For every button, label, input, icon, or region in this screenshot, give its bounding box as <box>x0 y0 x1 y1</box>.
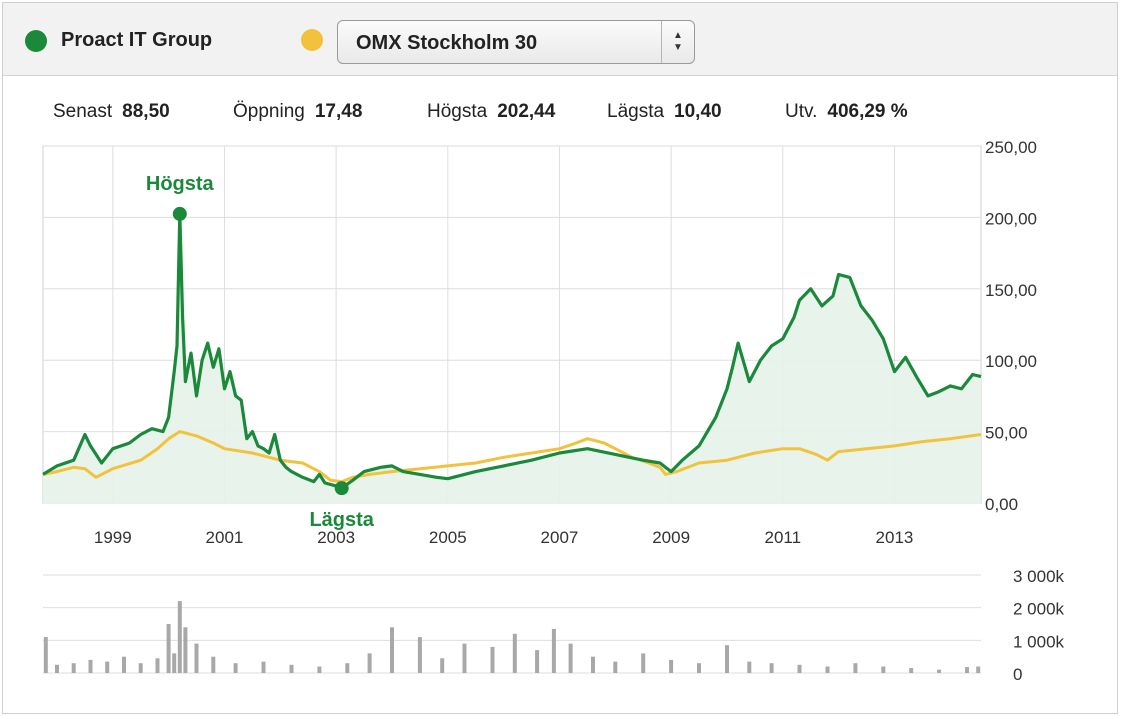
volume-bar <box>317 666 322 673</box>
x-tick-label: 2003 <box>317 528 355 547</box>
volume-bar <box>535 650 540 673</box>
volume-bar <box>641 653 646 673</box>
y-tick-label: 50,00 <box>985 424 1028 443</box>
volume-bar <box>177 601 182 673</box>
series-line-main <box>42 212 982 490</box>
stat-value: 10,40 <box>674 101 722 122</box>
volume-y-tick-label: 2 000k <box>1013 600 1065 619</box>
volume-bar <box>697 663 701 673</box>
volume-bar <box>512 633 517 673</box>
stat-value: 88,50 <box>122 101 170 122</box>
y-tick-label: 200,00 <box>985 209 1037 228</box>
volume-y-tick-label: 1 000k <box>1013 632 1065 651</box>
stat-lagsta: Lägsta 10,40 <box>607 101 722 123</box>
y-tick-label: 150,00 <box>985 281 1037 300</box>
series-line-compare <box>42 430 982 484</box>
y-tick-label: 0,00 <box>985 495 1018 514</box>
volume-bar <box>166 624 171 673</box>
volume-bar <box>937 669 942 673</box>
stat-label: Lägsta <box>607 101 665 122</box>
volume-bar <box>909 668 914 673</box>
price-chart: 0,00 50,00 100,00 150,00 200,00 250,00 1999 200… <box>42 138 1065 684</box>
annotation-marker <box>334 481 349 496</box>
annotation-marker <box>172 206 187 221</box>
volume-bar <box>233 663 238 673</box>
x-tick-label: 2007 <box>541 528 579 547</box>
stat-label: Öppning <box>233 101 305 122</box>
up-down-arrows-icon: ▲ ▼ <box>673 30 683 53</box>
x-tick-label: 2011 <box>765 528 802 547</box>
legend-compare-series <box>301 29 323 51</box>
stat-hogsta: Högsta 202,44 <box>427 101 555 123</box>
volume-bar <box>490 646 495 673</box>
volume-bar <box>105 661 110 673</box>
green-dot-icon <box>25 29 47 52</box>
stat-utveckling: Utv. 406,29 % <box>785 101 908 123</box>
volume-bar <box>965 667 969 673</box>
volume-y-tick-label: 0 <box>1013 665 1022 684</box>
stat-label: Senast <box>53 101 113 122</box>
volume-bar <box>591 656 595 673</box>
series-area-fill <box>43 213 981 503</box>
y-tick-label: 250,00 <box>985 138 1037 157</box>
volume-bar <box>669 659 674 673</box>
stat-label: Högsta <box>427 101 488 122</box>
stat-value: 202,44 <box>497 101 556 122</box>
stat-value: 17,48 <box>314 101 363 122</box>
x-tick-label: 2005 <box>429 528 467 547</box>
x-tick-label: 2001 <box>206 528 244 547</box>
x-tick-label: 2013 <box>876 528 914 547</box>
volume-bar <box>122 656 126 673</box>
volume-bar <box>138 663 143 673</box>
volume-bar <box>88 659 93 673</box>
volume-bar <box>417 637 422 673</box>
volume-bar <box>390 627 394 673</box>
volume-bar <box>261 661 266 673</box>
volume-bar <box>747 661 752 673</box>
compare-index-value: OMX Stockholm 30 <box>356 32 538 54</box>
compare-index-select[interactable]: OMX Stockholm 30 ▲ ▼ <box>337 20 695 64</box>
volume-y-tick-label: 3 000k <box>1013 567 1065 586</box>
y-tick-label: 100,00 <box>985 352 1037 371</box>
volume-bar <box>568 643 573 673</box>
volume-bar <box>43 637 48 673</box>
volume-bar <box>976 666 981 673</box>
volume-bar <box>289 664 294 673</box>
volume-bar <box>769 663 774 673</box>
volume-bar <box>440 658 445 673</box>
stat-value: 406,29 % <box>827 101 908 122</box>
volume-bar <box>211 656 216 673</box>
volume-bar <box>551 628 556 673</box>
legend-main-series: Proact IT Group <box>25 29 212 52</box>
x-tick-label: 2009 <box>652 528 690 547</box>
stat-oppning: Öppning 17,48 <box>233 101 362 123</box>
volume-bar <box>55 664 59 673</box>
volume-bar <box>172 653 177 673</box>
volume-bar <box>725 645 729 673</box>
stat-label: Utv. <box>785 101 818 122</box>
select-divider <box>661 21 662 63</box>
volume-bar <box>155 658 160 673</box>
volume-bar <box>345 663 350 673</box>
yellow-dot-icon <box>301 29 323 51</box>
annotation-high-label: Högsta <box>146 173 215 195</box>
legend-main-label: Proact IT Group <box>61 29 213 51</box>
volume-bar <box>881 666 886 673</box>
volume-bar <box>367 653 372 673</box>
stat-senast: Senast 88,50 <box>53 101 170 123</box>
volume-bar <box>462 643 467 673</box>
legend-bar: Proact IT Group OMX Stockholm 30 ▲ ▼ <box>3 3 1117 76</box>
volume-bar <box>825 666 830 673</box>
annotation-low-label: Lägsta <box>309 509 374 531</box>
volume-bar <box>194 643 199 673</box>
x-tick-label: 1999 <box>94 528 132 547</box>
volume-bar <box>183 627 188 673</box>
volume-bar <box>797 664 802 673</box>
volume-bar <box>71 663 76 673</box>
volume-bar <box>853 663 858 673</box>
volume-bar <box>613 661 618 673</box>
